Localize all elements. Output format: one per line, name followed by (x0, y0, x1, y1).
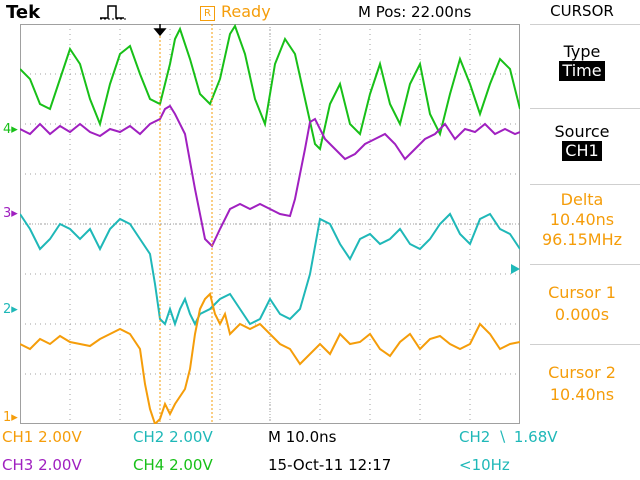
source-value: CH1 (562, 141, 602, 161)
falling-edge-icon: ∖ (497, 428, 507, 446)
menu-divider (530, 24, 640, 25)
cursor-2-option[interactable]: Cursor 2 10.40ns (524, 362, 640, 406)
acquisition-status: R Ready (200, 2, 271, 21)
ch1-scale: CH1 2.00V (2, 428, 82, 446)
trigger-waveform-icon (100, 5, 128, 20)
trigger-level-icon (511, 264, 520, 274)
trigger-frequency: <10Hz (459, 456, 510, 474)
type-option[interactable]: Type Time (524, 42, 640, 81)
cursor-2-value: 10.40ns (549, 385, 615, 404)
menu-divider (530, 264, 640, 265)
type-value: Time (559, 61, 605, 81)
ch1-marker: 1▸ (3, 410, 18, 425)
date-time: 15-Oct-11 12:17 (268, 456, 392, 474)
timebase: M 10.0ns (268, 428, 337, 446)
delta-frequency: 96.15MHz (541, 230, 623, 249)
cursor-2-label: Cursor 2 (548, 363, 616, 382)
source-label: Source (554, 122, 610, 141)
trigger-readout: CH2 ∖ 1.68V (459, 428, 558, 446)
delta-readout: Delta 10.40ns 96.15MHz (524, 190, 640, 250)
cursor-1-option[interactable]: Cursor 1 0.000s (524, 282, 640, 326)
brand-logo: Tek (6, 2, 41, 23)
source-option[interactable]: Source CH1 (524, 122, 640, 161)
ch4-scale: CH4 2.00V (133, 456, 213, 474)
bottom-status-bar: CH1 2.00V CH2 2.00V M 10.0ns CH2 ∖ 1.68V… (0, 424, 640, 480)
menu-title: CURSOR (550, 2, 614, 20)
ch3-scale: CH3 2.00V (2, 456, 82, 474)
ch4-marker: 4▸ (3, 122, 18, 137)
type-label: Type (563, 42, 601, 61)
horizontal-position: M Pos: 22.00ns (358, 3, 472, 21)
trigger-position-icon (153, 24, 167, 37)
ready-icon: R (200, 6, 215, 21)
delta-label: Delta (560, 190, 604, 209)
status-text: Ready (221, 2, 271, 21)
cursor-1-value: 0.000s (554, 305, 610, 324)
ch2-trace (20, 212, 520, 328)
delta-time: 10.40ns (549, 210, 615, 229)
menu-divider (530, 184, 640, 185)
ch2-scale: CH2 2.00V (133, 428, 213, 446)
menu-divider (530, 344, 640, 345)
ch3-trace (20, 104, 520, 248)
top-status-bar: Tek R Ready M Pos: 22.00ns (0, 0, 524, 24)
ch3-marker: 3▸ (3, 206, 18, 221)
menu-divider (530, 108, 640, 109)
cursor-menu: CURSOR Type Time Source CH1 Delta 10.40n… (524, 0, 640, 480)
waveform-display (20, 24, 520, 424)
trigger-source: CH2 (459, 428, 491, 446)
ch2-marker: 2▸ (3, 302, 18, 317)
cursor-1-label: Cursor 1 (548, 283, 616, 302)
ch1-trace (20, 292, 520, 424)
ch4-trace (20, 24, 520, 151)
trigger-level: 1.68V (513, 428, 558, 446)
